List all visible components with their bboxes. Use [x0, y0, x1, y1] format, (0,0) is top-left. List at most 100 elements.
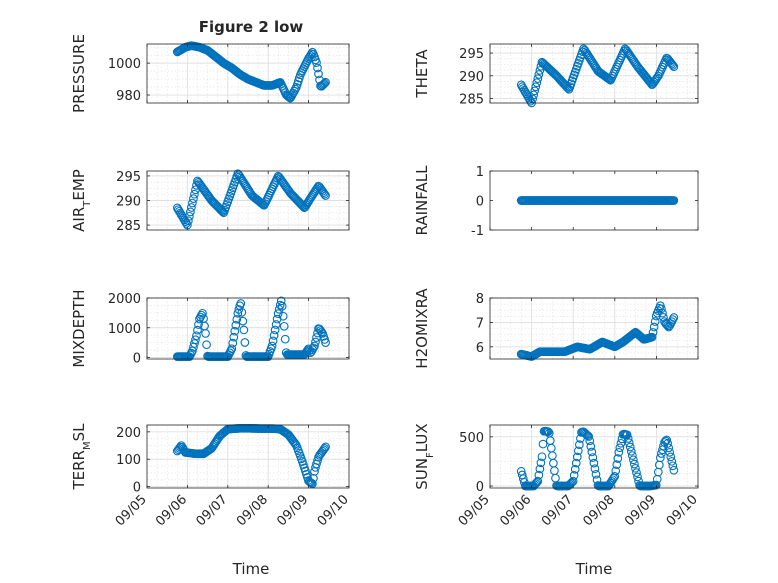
data-point [234, 305, 244, 314]
y-axis-label: TERRMSL [70, 423, 93, 491]
y-tick-label: 980 [116, 89, 141, 104]
data-point [316, 184, 325, 193]
data-point [529, 90, 539, 100]
data-point [668, 315, 678, 324]
data-point [615, 443, 625, 453]
panel-mixdepth-axes-box [146, 297, 350, 360]
data-point [573, 446, 583, 456]
panel-pressure-axes-box [146, 43, 350, 104]
y-axis-label: H2OMIXRA [413, 288, 431, 369]
data-point [267, 341, 277, 351]
data-point [190, 189, 199, 199]
data-point [626, 446, 636, 456]
data-point [669, 465, 679, 475]
data-point [297, 200, 306, 209]
data-point [591, 469, 601, 479]
data-point [570, 464, 580, 474]
data-point [230, 326, 240, 336]
data-point [531, 479, 541, 488]
data-point [590, 464, 600, 474]
data-point [572, 452, 582, 462]
data-point [227, 344, 237, 354]
data-point [278, 311, 288, 321]
data-point [530, 86, 540, 96]
data-point [276, 175, 286, 185]
data-point [613, 454, 623, 463]
data-point [311, 337, 320, 347]
data-point [667, 59, 677, 69]
data-point [202, 340, 211, 350]
data-point [228, 338, 238, 348]
y-tick-label: 290 [116, 195, 141, 210]
data-point [649, 322, 659, 332]
data-point [240, 338, 250, 347]
y-tick-label: 1000 [108, 322, 141, 337]
data-point [280, 334, 290, 344]
data-point [664, 443, 674, 453]
data-point [589, 458, 599, 468]
data-point [201, 329, 210, 338]
data-point [191, 335, 200, 345]
y-tick-label: 100 [116, 453, 141, 468]
data-point [188, 198, 197, 208]
data-point [531, 82, 541, 92]
data-point [198, 308, 207, 318]
y-tick-label: 7 [476, 316, 484, 331]
data-point [320, 443, 329, 453]
data-point [651, 480, 661, 490]
data-point [308, 479, 317, 489]
data-point [661, 436, 670, 446]
data-point [190, 339, 199, 348]
data-point [630, 459, 639, 469]
data-point [622, 430, 632, 440]
data-point [232, 314, 242, 324]
data-point [535, 66, 545, 75]
data-point [309, 343, 318, 353]
panel-theta-axes-box [489, 43, 699, 104]
y-tick-label: 0 [133, 481, 141, 496]
data-point [662, 435, 671, 445]
data-point [668, 61, 678, 70]
y-tick-label: 1000 [108, 57, 141, 72]
data-point [569, 471, 579, 480]
data-point [310, 341, 319, 351]
data-point [647, 332, 657, 342]
data-point [666, 452, 676, 462]
data-point [583, 431, 593, 440]
data-point [309, 473, 318, 483]
data-point [276, 296, 286, 306]
data-point [575, 440, 584, 450]
data-point [319, 79, 328, 89]
data-point [320, 78, 329, 88]
data-point [535, 464, 545, 474]
data-point [192, 331, 201, 341]
y-tick-label: 0 [476, 195, 484, 210]
data-point [543, 427, 553, 437]
data-point [193, 325, 202, 335]
data-point [274, 304, 284, 314]
x-axis-label-right: Time [575, 560, 613, 578]
data-point [627, 451, 637, 460]
data-point [319, 445, 328, 455]
data-point [277, 177, 287, 186]
data-point [280, 181, 290, 191]
data-point [278, 178, 288, 188]
data-point [586, 442, 596, 451]
y-tick-label: 6 [476, 341, 484, 356]
data-point [233, 169, 243, 179]
panel-h2omixra-axes-box [489, 297, 699, 360]
data-point [568, 476, 578, 486]
y-axis-label: SUNFLUX [413, 423, 436, 489]
data-point [665, 448, 675, 457]
y-tick-label: 0 [133, 352, 141, 367]
panel-theta: 285 290 295 THETA [413, 43, 699, 107]
data-point [668, 461, 678, 471]
x-axis-label-left: Time [232, 560, 270, 578]
y-tick-label: -1 [471, 224, 484, 239]
figure-title: Figure 2 low [199, 18, 304, 36]
y-tick-label: 285 [116, 219, 141, 234]
panel-h2omixra: 6 7 8 H2OMIXRA [413, 288, 699, 369]
data-point [612, 460, 622, 470]
data-point [534, 70, 544, 79]
